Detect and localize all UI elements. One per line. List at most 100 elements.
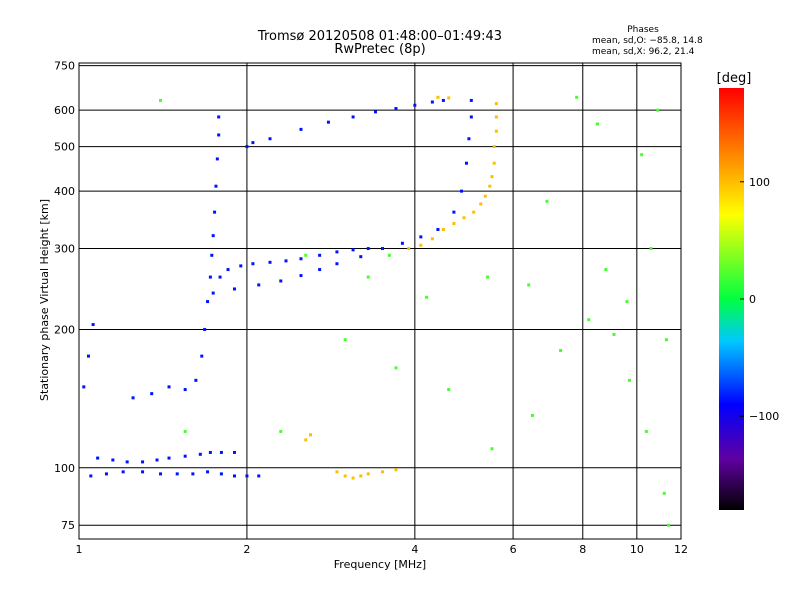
data-point [183, 454, 187, 458]
data-point [198, 452, 202, 456]
data-point [492, 145, 496, 149]
x-tick-label: 12 [674, 543, 688, 556]
data-point [627, 378, 631, 382]
data-point [595, 122, 599, 126]
data-point [183, 388, 187, 392]
data-point [141, 470, 145, 474]
data-point [214, 184, 218, 188]
data-point [640, 153, 644, 157]
data-point [469, 115, 473, 119]
data-point [604, 268, 608, 272]
data-point [217, 115, 221, 119]
data-point [490, 447, 494, 451]
data-point [318, 268, 322, 272]
chart-title: Tromsø 20120508 01:48:00–01:49:43 [257, 29, 502, 44]
colorbar-tick-label: −100 [749, 410, 779, 423]
data-point [326, 120, 330, 124]
x-tick-label: 6 [510, 543, 517, 556]
data-point [89, 474, 93, 478]
data-point [239, 264, 243, 268]
data-point [441, 98, 445, 102]
data-point [559, 348, 563, 352]
y-tick-label: 400 [54, 185, 75, 198]
data-point [447, 388, 451, 392]
data-point [469, 98, 473, 102]
data-point [175, 472, 179, 476]
y-tick-label: 500 [54, 141, 75, 154]
data-point [226, 268, 230, 272]
data-point [279, 429, 283, 433]
data-point [82, 385, 86, 389]
data-point [208, 450, 212, 454]
data-point [394, 468, 398, 472]
x-tick-label: 8 [579, 543, 586, 556]
data-point [318, 253, 322, 257]
data-point [656, 108, 660, 112]
data-point [299, 127, 303, 131]
data-point [125, 460, 129, 464]
data-point [87, 354, 91, 358]
data-point [419, 243, 423, 247]
data-point [206, 300, 210, 304]
data-point [167, 385, 171, 389]
y-tick-label: 100 [54, 462, 75, 475]
data-point [279, 279, 283, 283]
colorbar-label: [deg] [717, 71, 752, 86]
data-point [407, 247, 411, 251]
data-point [351, 115, 355, 119]
data-point [131, 396, 135, 400]
data-point [483, 194, 487, 198]
data-point [213, 210, 217, 214]
data-point [284, 259, 288, 263]
data-point [304, 438, 308, 442]
data-point [104, 472, 108, 476]
data-point [494, 102, 498, 106]
data-point [351, 476, 355, 480]
data-point [394, 107, 398, 111]
data-point [191, 472, 195, 476]
y-tick-label: 750 [54, 60, 75, 73]
data-point [232, 474, 236, 478]
data-point [387, 253, 391, 257]
data-point [299, 257, 303, 261]
data-point [527, 283, 531, 287]
data-point [232, 287, 236, 291]
data-point [217, 133, 221, 137]
data-point [150, 392, 154, 396]
data-point [662, 491, 666, 495]
colorbar-tick-label: 100 [749, 176, 770, 189]
data-point [211, 291, 215, 295]
data-point [308, 433, 312, 437]
data-point [251, 141, 255, 145]
data-point [380, 470, 384, 474]
data-point [436, 95, 440, 99]
data-point [359, 474, 363, 478]
x-axis-label: Frequency [MHz] [334, 558, 426, 571]
chart-subtitle: RwPretec (8p) [334, 42, 425, 57]
phases-line-x: mean, sd,X: 96.2, 21.4 [592, 47, 695, 57]
data-point [492, 161, 496, 165]
data-point [343, 338, 347, 342]
data-point [343, 474, 347, 478]
data-point [91, 323, 95, 327]
data-point [335, 262, 339, 266]
data-point [479, 202, 483, 206]
data-point [488, 184, 492, 188]
data-point [472, 210, 476, 214]
data-point [155, 458, 159, 462]
data-point [159, 472, 163, 476]
data-point [373, 110, 377, 114]
data-point [203, 327, 207, 331]
data-point [460, 189, 464, 193]
data-point [530, 413, 534, 417]
grid-lines [79, 63, 681, 539]
data-point [644, 429, 648, 433]
data-point [299, 274, 303, 278]
data-point [366, 472, 370, 476]
data-point [200, 354, 204, 358]
data-point [111, 458, 115, 462]
data-point [219, 450, 223, 454]
data-point [359, 255, 363, 259]
data-point [335, 470, 339, 474]
data-point [430, 237, 434, 241]
